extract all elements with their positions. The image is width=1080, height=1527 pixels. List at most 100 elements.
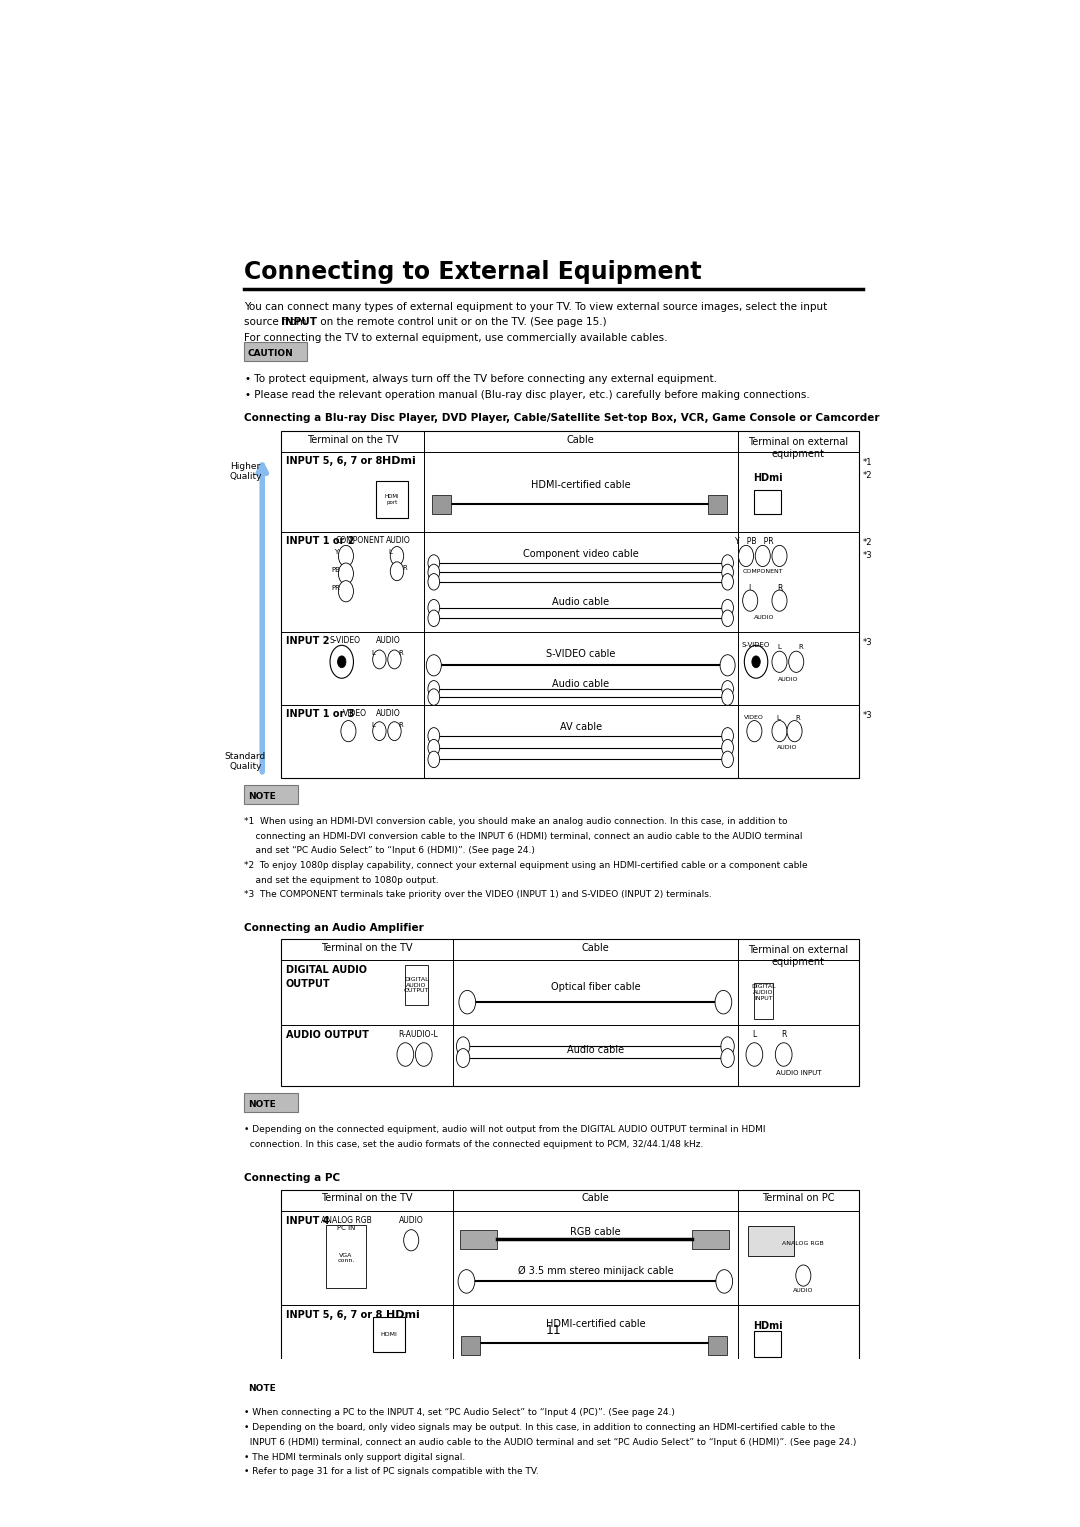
Text: HDMI: HDMI (380, 1332, 397, 1336)
Text: Component video cable: Component video cable (523, 548, 638, 559)
Text: and set the equipment to 1080p output.: and set the equipment to 1080p output. (244, 876, 438, 884)
Text: Terminal on PC: Terminal on PC (762, 1193, 835, 1203)
Circle shape (715, 991, 732, 1014)
Circle shape (775, 1043, 792, 1066)
Text: HDmi: HDmi (387, 1310, 420, 1319)
Text: *1: *1 (862, 458, 872, 467)
Text: *2: *2 (862, 472, 872, 481)
Text: AUDIO: AUDIO (754, 615, 774, 620)
Text: AV cable: AV cable (559, 722, 602, 731)
Circle shape (716, 1269, 732, 1293)
Bar (244, 785, 298, 805)
Text: connecting an HDMI-DVI conversion cable to the INPUT 6 (HDMI) terminal, connect : connecting an HDMI-DVI conversion cable … (244, 832, 802, 841)
Text: on the remote control unit or on the TV. (See page 15.): on the remote control unit or on the TV.… (318, 318, 607, 327)
Bar (691, 1229, 729, 1249)
Bar (244, 1093, 298, 1112)
Circle shape (721, 1037, 734, 1055)
Text: HDMI-certified cable: HDMI-certified cable (545, 1319, 645, 1328)
Circle shape (720, 655, 735, 676)
Text: DIGITAL AUDIO: DIGITAL AUDIO (285, 965, 366, 976)
Text: L: L (753, 1029, 756, 1038)
Text: R: R (402, 565, 407, 571)
Circle shape (338, 545, 353, 567)
Text: AUDIO OUTPUT: AUDIO OUTPUT (285, 1029, 368, 1040)
Circle shape (397, 1043, 414, 1066)
Circle shape (721, 739, 733, 756)
Circle shape (459, 991, 475, 1014)
Text: ANALOG RGB: ANALOG RGB (783, 1241, 824, 1246)
Text: Connecting a PC: Connecting a PC (244, 1173, 340, 1183)
Text: L: L (775, 715, 780, 721)
Circle shape (390, 562, 404, 580)
Text: INPUT 1 or 2: INPUT 1 or 2 (285, 536, 354, 547)
Text: *3: *3 (862, 712, 872, 721)
Circle shape (338, 563, 353, 585)
Circle shape (341, 721, 356, 742)
Bar (244, 1377, 298, 1396)
Text: 11: 11 (545, 1324, 562, 1336)
Circle shape (772, 651, 787, 672)
Circle shape (772, 545, 787, 567)
Text: S-VIDEO: S-VIDEO (742, 641, 770, 647)
Bar (461, 1336, 480, 1354)
Text: VIDEO: VIDEO (342, 709, 366, 718)
Text: *3  The COMPONENT terminals take priority over the VIDEO (INPUT 1) and S-VIDEO (: *3 The COMPONENT terminals take priority… (244, 890, 712, 899)
Bar (282, 1190, 859, 1370)
Circle shape (744, 646, 768, 678)
Text: R: R (781, 1029, 786, 1038)
Text: Audio cable: Audio cable (552, 680, 609, 689)
Text: • When connecting a PC to the INPUT 4, set “PC Audio Select” to “Input 4 (PC)”. : • When connecting a PC to the INPUT 4, s… (244, 1408, 675, 1417)
Text: DIGITAL
AUDIO
OUTPUT: DIGITAL AUDIO OUTPUT (404, 977, 429, 994)
Text: AUDIO: AUDIO (399, 1215, 423, 1225)
Bar (754, 1332, 781, 1358)
Circle shape (428, 728, 440, 744)
Text: Y   PB   PR: Y PB PR (735, 538, 773, 547)
Circle shape (390, 547, 404, 565)
Text: • To protect equipment, always turn off the TV before connecting any external eq: • To protect equipment, always turn off … (245, 374, 717, 383)
Text: PR: PR (332, 585, 340, 591)
Text: AUDIO: AUDIO (778, 676, 798, 683)
Circle shape (427, 655, 442, 676)
Text: HDmi: HDmi (753, 1321, 783, 1330)
Circle shape (404, 1229, 419, 1251)
Circle shape (428, 689, 440, 705)
Text: NOTE: NOTE (248, 1383, 275, 1393)
Text: HDmi: HDmi (382, 457, 416, 466)
Text: source from: source from (244, 318, 310, 327)
Circle shape (338, 657, 346, 667)
Text: Cable: Cable (581, 942, 609, 953)
Text: L: L (778, 644, 782, 651)
Text: INPUT 4: INPUT 4 (285, 1215, 329, 1226)
Bar (373, 1316, 405, 1351)
Text: AUDIO INPUT: AUDIO INPUT (775, 1070, 821, 1077)
Text: R: R (399, 651, 404, 657)
Text: RGB cable: RGB cable (570, 1228, 621, 1237)
Text: *2  To enjoy 1080p display capability, connect your external equipment using an : *2 To enjoy 1080p display capability, co… (244, 861, 808, 870)
Circle shape (721, 681, 733, 696)
Text: INPUT 6 (HDMI) terminal, connect an audio cable to the AUDIO terminal and set “P: INPUT 6 (HDMI) terminal, connect an audi… (244, 1438, 856, 1446)
Circle shape (772, 589, 787, 611)
Circle shape (388, 722, 401, 741)
Circle shape (428, 563, 440, 580)
Circle shape (428, 600, 440, 615)
Circle shape (739, 545, 754, 567)
Text: Connecting an Audio Amplifier: Connecting an Audio Amplifier (244, 922, 423, 933)
Text: AUDIO: AUDIO (376, 635, 401, 644)
Text: COMPONENT: COMPONENT (336, 536, 384, 545)
Text: • Depending on the board, only video signals may be output. In this case, in add: • Depending on the board, only video sig… (244, 1423, 835, 1432)
Circle shape (721, 689, 733, 705)
Text: ANALOG RGB: ANALOG RGB (321, 1215, 372, 1225)
Bar (432, 495, 450, 513)
Circle shape (721, 1049, 734, 1067)
Circle shape (428, 681, 440, 696)
Circle shape (787, 721, 802, 742)
Text: NOTE: NOTE (248, 793, 275, 802)
Circle shape (373, 722, 387, 741)
Circle shape (752, 657, 760, 667)
Bar (754, 983, 773, 1019)
Bar (376, 481, 408, 518)
Text: INPUT 1 or 3: INPUT 1 or 3 (285, 709, 354, 719)
Text: R: R (798, 644, 802, 651)
Text: Audio cable: Audio cable (552, 597, 609, 608)
Text: S-VIDEO: S-VIDEO (329, 635, 361, 644)
